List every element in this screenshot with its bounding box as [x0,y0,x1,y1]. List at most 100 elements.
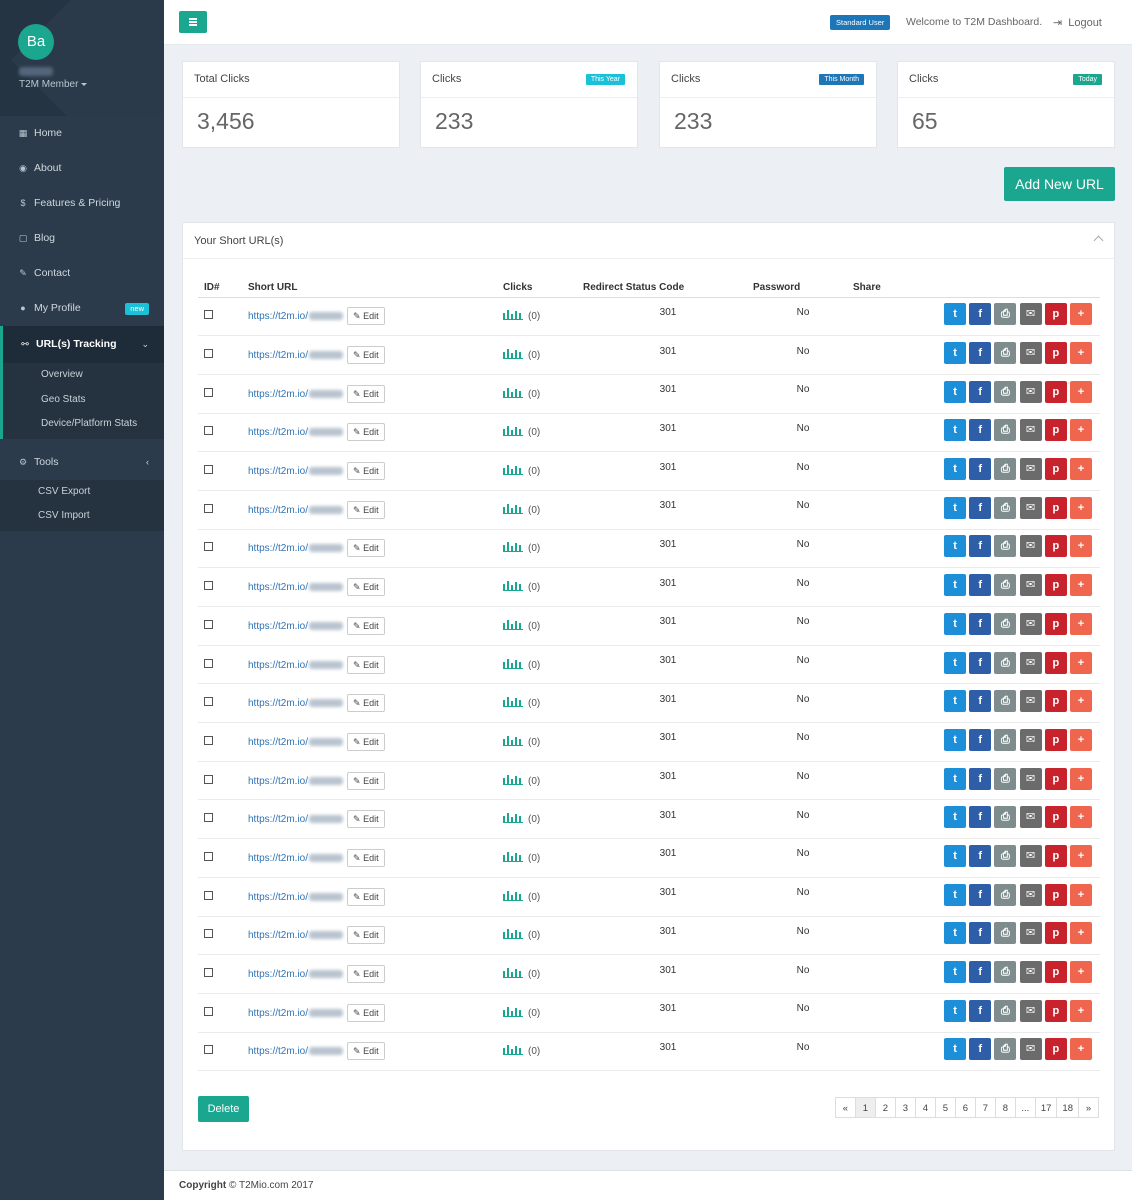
short-url-link[interactable]: https://t2m.io/ [248,698,344,709]
more-share-button[interactable]: + [1070,961,1092,984]
email-share-button[interactable]: ✉ [1019,342,1042,365]
email-share-button[interactable]: ✉ [1019,883,1042,906]
pinterest-share-button[interactable]: p [1044,496,1067,519]
facebook-share-button[interactable]: f [969,767,992,790]
email-share-button[interactable]: ✉ [1019,612,1042,635]
facebook-share-button[interactable]: f [969,458,992,481]
logout-link[interactable]: ⇥ Logout [1053,16,1102,29]
short-url-link[interactable]: https://t2m.io/ [248,737,344,748]
edit-button[interactable]: ✎ Edit [347,810,385,829]
print-share-button[interactable]: ⎙ [994,999,1017,1022]
facebook-share-button[interactable]: f [969,806,992,829]
row-checkbox[interactable] [204,658,213,668]
facebook-share-button[interactable]: f [969,496,992,519]
facebook-share-button[interactable]: f [969,574,992,597]
twitter-share-button[interactable]: t [944,380,967,403]
row-checkbox[interactable] [204,310,213,320]
user-role-dropdown[interactable]: T2M Member [19,79,88,90]
short-url-link[interactable]: https://t2m.io/ [248,427,344,438]
submenu-item-csv-export[interactable]: CSV Export [38,485,91,497]
short-url-link[interactable]: https://t2m.io/ [248,311,344,322]
facebook-share-button[interactable]: f [969,844,992,867]
facebook-share-button[interactable]: f [969,922,992,945]
twitter-share-button[interactable]: t [944,728,967,751]
email-share-button[interactable]: ✉ [1019,767,1042,790]
short-url-link[interactable]: https://t2m.io/ [248,543,344,554]
twitter-share-button[interactable]: t [944,767,967,790]
row-checkbox[interactable] [204,426,213,436]
short-url-link[interactable]: https://t2m.io/ [248,660,344,671]
email-share-button[interactable]: ✉ [1019,844,1042,867]
pinterest-share-button[interactable]: p [1044,806,1067,829]
email-share-button[interactable]: ✉ [1019,999,1042,1022]
short-url-link[interactable]: https://t2m.io/ [248,930,344,941]
short-url-link[interactable]: https://t2m.io/ [248,389,344,400]
pinterest-share-button[interactable]: p [1044,922,1067,945]
facebook-share-button[interactable]: f [969,999,992,1022]
bar-chart-icon[interactable] [503,541,525,555]
email-share-button[interactable]: ✉ [1019,961,1042,984]
row-checkbox[interactable] [204,774,213,784]
facebook-share-button[interactable]: f [969,342,992,365]
row-checkbox[interactable] [204,697,213,707]
more-share-button[interactable]: + [1070,535,1092,558]
print-share-button[interactable]: ⎙ [994,535,1017,558]
sidebar-item-home[interactable]: ▦ Home [0,116,164,151]
twitter-share-button[interactable]: t [944,651,967,674]
bar-chart-icon[interactable] [503,348,525,362]
short-url-link[interactable]: https://t2m.io/ [248,505,344,516]
email-share-button[interactable]: ✉ [1019,380,1042,403]
page-link[interactable]: 5 [934,1097,956,1118]
short-url-link[interactable]: https://t2m.io/ [248,1046,344,1057]
twitter-share-button[interactable]: t [944,922,967,945]
print-share-button[interactable]: ⎙ [994,419,1017,442]
pinterest-share-button[interactable]: p [1044,342,1067,365]
facebook-share-button[interactable]: f [969,380,992,403]
bar-chart-icon[interactable] [503,464,525,478]
edit-button[interactable]: ✎ Edit [347,1003,385,1022]
edit-button[interactable]: ✎ Edit [347,848,385,867]
print-share-button[interactable]: ⎙ [994,1038,1017,1061]
more-share-button[interactable]: + [1070,922,1092,945]
facebook-share-button[interactable]: f [969,883,992,906]
more-share-button[interactable]: + [1070,999,1092,1022]
facebook-share-button[interactable]: f [969,535,992,558]
pinterest-share-button[interactable]: p [1044,767,1067,790]
page-link[interactable]: » [1078,1097,1099,1118]
bar-chart-icon[interactable] [503,387,525,401]
chevron-up-icon[interactable] [1093,235,1104,246]
bar-chart-icon[interactable] [503,967,525,981]
email-share-button[interactable]: ✉ [1019,419,1042,442]
print-share-button[interactable]: ⎙ [994,844,1017,867]
short-url-link[interactable]: https://t2m.io/ [248,1008,344,1019]
email-share-button[interactable]: ✉ [1019,651,1042,674]
facebook-share-button[interactable]: f [969,728,992,751]
row-checkbox[interactable] [204,813,213,823]
row-checkbox[interactable] [204,929,213,939]
twitter-share-button[interactable]: t [944,1038,967,1061]
edit-button[interactable]: ✎ Edit [347,694,385,713]
avatar[interactable]: Ba [18,24,54,60]
twitter-share-button[interactable]: t [944,535,967,558]
short-url-link[interactable]: https://t2m.io/ [248,892,344,903]
pinterest-share-button[interactable]: p [1044,1038,1067,1061]
row-checkbox[interactable] [204,349,213,359]
more-share-button[interactable]: + [1070,612,1092,635]
sidebar-item-about[interactable]: ◉ About [0,151,164,186]
email-share-button[interactable]: ✉ [1019,922,1042,945]
delete-button[interactable]: Delete [198,1096,249,1122]
print-share-button[interactable]: ⎙ [994,767,1017,790]
row-checkbox[interactable] [204,968,213,978]
email-share-button[interactable]: ✉ [1019,496,1042,519]
more-share-button[interactable]: + [1070,342,1092,365]
print-share-button[interactable]: ⎙ [994,612,1017,635]
more-share-button[interactable]: + [1070,767,1092,790]
edit-button[interactable]: ✎ Edit [347,965,385,984]
edit-button[interactable]: ✎ Edit [347,578,385,597]
more-share-button[interactable]: + [1070,419,1092,442]
print-share-button[interactable]: ⎙ [994,458,1017,481]
row-checkbox[interactable] [204,1006,213,1016]
row-checkbox[interactable] [204,619,213,629]
row-checkbox[interactable] [204,1045,213,1055]
edit-button[interactable]: ✎ Edit [347,616,385,635]
